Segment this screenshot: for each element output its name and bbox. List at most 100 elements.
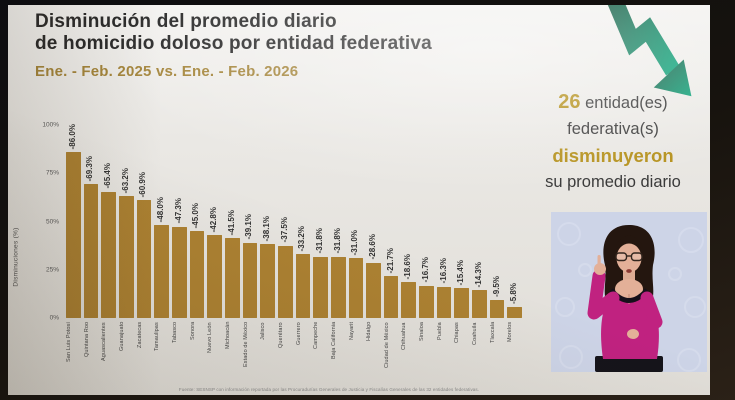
bar	[383, 276, 399, 318]
x-axis-category-cell: Zacatecas	[137, 322, 152, 388]
bar-value-label: -60.9%	[138, 172, 148, 198]
bar-value-label: -31.8%	[315, 228, 325, 254]
bar-column: -31.8%	[313, 125, 328, 318]
bar-value-label: -33.2%	[297, 225, 307, 251]
title-line-1: Disminución del promedio diario	[35, 11, 337, 32]
bar-column: -28.6%	[366, 125, 381, 318]
bar-column: -45.0%	[189, 125, 205, 318]
bar	[171, 226, 187, 318]
bar-column: -33.2%	[295, 125, 311, 318]
bar-value-label: -69.3%	[85, 155, 95, 182]
x-axis-category-label: Zacatecas	[136, 322, 143, 349]
bar	[472, 290, 487, 318]
x-axis-category-label: San Luis Potosí	[66, 322, 72, 363]
bar-column: -21.7%	[383, 125, 399, 318]
x-axis-category-label: Querétaro	[277, 322, 284, 348]
x-axis-category-cell: Morelos	[507, 322, 522, 388]
x-axis-category-cell: Michoacán	[225, 322, 240, 388]
source-note: Fuente: SESNSP con información reportada…	[178, 387, 480, 392]
bar-value-label: -63.2%	[120, 167, 130, 194]
bar-column: -9.5%	[489, 125, 505, 318]
x-axis-category-label: Baja California	[330, 322, 337, 360]
bar	[419, 285, 434, 318]
x-axis-category-cell: San Luis Potosí	[66, 322, 81, 388]
x-axis-labels: San Luis Potosí Quintana Roo Aguascaliente…	[66, 322, 522, 388]
bar-column: -60.9%	[136, 125, 152, 318]
bar-value-label: -14.3%	[473, 262, 483, 288]
x-axis-category-label: Hidalgo	[366, 322, 373, 342]
x-axis-category-label: Jalisco	[260, 322, 267, 340]
bar-value-label: -47.3%	[173, 198, 183, 224]
sign-language-interpreter-image	[551, 212, 707, 372]
bar	[189, 231, 205, 318]
x-axis-category-cell: Chiapas	[454, 322, 469, 388]
x-axis-category-label: Sonora	[189, 322, 196, 341]
x-axis-category-label: Michoacán	[224, 322, 231, 350]
bar	[154, 225, 169, 318]
entity-count: 26	[558, 91, 581, 113]
bar-value-label: -37.5%	[279, 217, 289, 243]
highlight-emphasis: disminuyeron	[552, 144, 674, 166]
x-axis-category-cell: Jalisco	[260, 322, 275, 388]
x-axis-category-cell: Estado de México	[243, 322, 258, 388]
subtitle-period: Ene. - Feb. 2025 vs. Ene. - Feb. 2026	[35, 63, 299, 80]
x-axis-category-label: Aguascalientes	[101, 322, 108, 361]
x-axis-category-cell: Tlaxcala	[490, 322, 505, 388]
bar	[66, 152, 81, 318]
bar	[207, 235, 222, 318]
x-axis-category-cell: Coahuila	[472, 322, 487, 388]
y-axis-label: Disminuciones (%)	[12, 226, 20, 287]
bar-value-label: -65.4%	[103, 163, 113, 189]
bar	[224, 237, 240, 318]
bar-column: -38.1%	[260, 125, 275, 318]
bar	[242, 242, 258, 318]
highlight-line-2: federativa(s)	[567, 120, 659, 138]
bar-value-label: -86.0%	[67, 123, 77, 150]
bar	[348, 258, 364, 318]
bar	[489, 299, 505, 318]
title-line-2: de homicidio doloso por entidad federati…	[35, 33, 432, 55]
x-axis-category-cell: Sonora	[190, 322, 205, 388]
bar-column: -41.5%	[224, 125, 240, 318]
bar	[277, 245, 293, 318]
bar-value-label: -18.6%	[403, 253, 413, 280]
bar-column: -14.3%	[472, 125, 487, 318]
x-axis-category-cell: Nuevo León	[207, 322, 222, 388]
bar	[454, 288, 470, 318]
bar	[260, 244, 275, 318]
highlight-line-4: su promedio diario	[545, 172, 681, 191]
bar	[313, 256, 328, 318]
x-axis-category-cell: Hidalgo	[366, 322, 381, 388]
bar-value-label: -41.5%	[226, 209, 236, 235]
x-axis-category-label: Guanajuato	[118, 322, 125, 352]
bar-column: -31.0%	[348, 125, 364, 318]
bar	[136, 200, 152, 318]
bar-chart: Disminuciones (%) 100% 75% 50% 25% 0% -86.0% -…	[13, 122, 523, 388]
bar-column: -16.3%	[436, 125, 452, 318]
x-axis-category-cell: Chihuahua	[401, 322, 416, 388]
bar-column: -69.3%	[83, 125, 99, 318]
bar	[366, 262, 381, 318]
x-axis-category-label: Quintana Roo	[83, 322, 90, 358]
bar-column: -65.4%	[101, 125, 116, 318]
x-axis-category-cell: Baja California	[331, 322, 346, 388]
bar	[295, 253, 311, 318]
presentation-slide: Disminución del promedio diario de homic…	[8, 5, 710, 395]
bar-value-label: -31.8%	[332, 228, 342, 254]
bar-column: -86.0%	[66, 123, 81, 318]
bar-column: -48.0%	[154, 125, 169, 318]
x-axis-category-label: Estado de México	[242, 322, 249, 368]
x-axis-category-cell: Guerrero	[296, 322, 311, 388]
highlight-line-1: 26 entidad(es)	[558, 91, 668, 113]
falling-trend-arrow-icon	[607, 5, 692, 97]
x-axis-category-label: Coahuila	[472, 322, 479, 345]
bar-value-label: -28.6%	[367, 234, 377, 260]
x-axis-category-cell: Ciudad de México	[384, 322, 399, 388]
x-axis-category-cell: Puebla	[437, 322, 452, 388]
x-axis-category-cell: Querétaro	[278, 322, 293, 388]
x-axis-category-cell: Tamaulipas	[154, 322, 169, 388]
x-axis-category-label: Guerrero	[295, 322, 302, 345]
x-axis-category-label: Chiapas	[454, 322, 461, 343]
y-axis-tick: 0%	[49, 314, 59, 322]
bar-column: -37.5%	[277, 125, 293, 318]
